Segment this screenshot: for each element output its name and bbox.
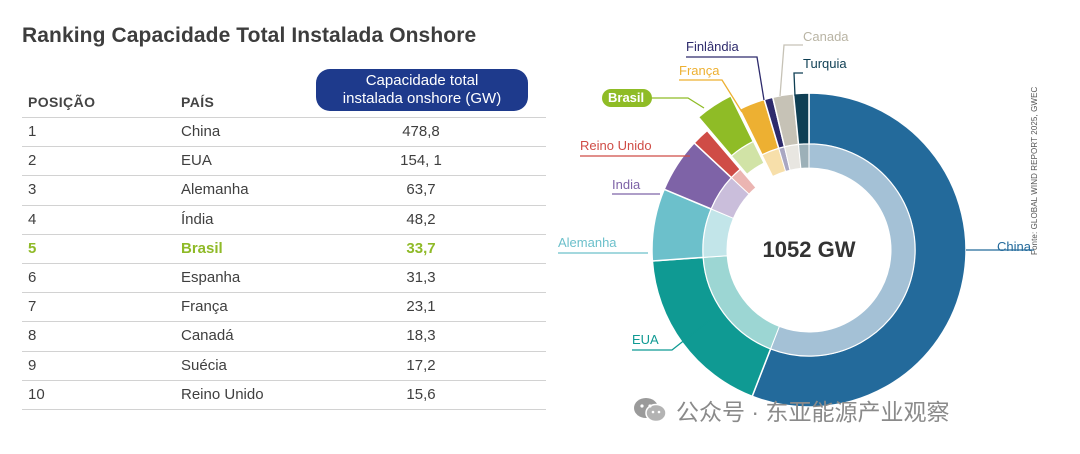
slice-label-brasil: Brasil — [608, 90, 644, 105]
header-capacidade-pill: Capacidade total instalada onshore (GW) — [316, 69, 528, 111]
slice-reino-unido — [693, 129, 757, 195]
slice-label-india: India — [612, 177, 641, 192]
cell-pais: Índia — [181, 210, 214, 228]
table-row: 3 Alemanha 63,7 — [22, 175, 546, 204]
cell-valor: 18,3 — [406, 327, 436, 345]
cell-posicao: 7 — [28, 298, 37, 316]
slice-labels: China EUA Alemanha India Reino Unido Brasil Fr… — [558, 29, 1032, 347]
slice-label-finl-ndia: Finlândia — [686, 39, 740, 54]
slice-inner-china — [769, 143, 916, 357]
cell-pais: França — [181, 298, 228, 316]
slice-india — [663, 141, 750, 219]
slice-inner-brasil — [730, 140, 765, 175]
leader-line-canada — [779, 44, 803, 97]
slice-label-reino-unido: Reino Unido — [580, 138, 652, 153]
cell-posicao: 10 — [28, 385, 45, 403]
cell-posicao: 3 — [28, 181, 37, 199]
leader-line-finl-ndia — [686, 56, 765, 101]
cell-pais: China — [181, 123, 221, 140]
header-capacidade-line2: instalada onshore (GW) — [342, 90, 502, 107]
slice-label-canada: Canada — [803, 29, 849, 44]
cell-pais: EUA — [181, 152, 212, 170]
slice-inner-tint-eua — [703, 255, 780, 349]
slice-eua — [651, 255, 780, 398]
cell-pais: Reino Unido — [181, 385, 264, 403]
slice-inner-tint-brasil — [731, 141, 764, 175]
cell-posicao: 2 — [28, 152, 37, 170]
slice-china — [751, 92, 967, 408]
cell-posicao: 6 — [28, 268, 37, 286]
watermark-text: 公众号 · 东亚能源产业观察 — [676, 399, 950, 425]
header-pais: PAÍS — [181, 94, 215, 110]
slice-label-eua: EUA — [632, 332, 659, 347]
cell-valor: 478,8 — [402, 123, 440, 140]
header-posicao: POSIÇÃO — [28, 94, 96, 110]
slice-inner-tint-alemanha — [703, 208, 734, 258]
cell-pais: Suécia — [181, 356, 227, 374]
slice-inner-tint-china — [770, 144, 915, 356]
leader-line-brasil — [648, 97, 705, 109]
table-row: 9 Suécia 17,2 — [22, 350, 546, 380]
slice-label-alemanha: Alemanha — [558, 235, 617, 250]
slice-inner-tint-fran-a — [762, 148, 786, 177]
cell-valor: 154, 1 — [400, 152, 442, 170]
slice-inner-tint-india — [711, 177, 750, 219]
cell-posicao: 4 — [28, 210, 37, 228]
slice-canada — [771, 92, 802, 171]
table-row: 6 Espanha 31,3 — [22, 262, 546, 292]
leader-line-turquia — [793, 72, 803, 97]
slice-label-turquia: Turquia — [803, 56, 847, 71]
slice-turquia — [792, 92, 810, 169]
cell-pais: Brasil — [181, 239, 223, 257]
slice-inner-tint-canada — [784, 144, 801, 171]
ranking-table: 1 China 478,8 2 EUA 154, 1 3 Alemanha 63,7 4 Ín… — [22, 117, 546, 410]
cell-valor: 31,3 — [406, 268, 436, 286]
label-leader-lines — [558, 44, 1034, 351]
cell-posicao: 9 — [28, 356, 37, 374]
cell-pais: Canadá — [181, 327, 234, 345]
cell-valor: 33,7 — [406, 239, 436, 257]
cell-valor: 23,1 — [406, 298, 436, 316]
slice-inner-tint-finl-ndia — [778, 146, 791, 172]
slice-inner-tint-reino-unido — [731, 169, 756, 195]
donut-slices — [651, 92, 967, 408]
slice-label-fran-a: França — [679, 63, 720, 78]
center-total-label: 1052 GW — [763, 237, 856, 262]
leader-line-eua — [632, 319, 711, 351]
slice-brasil — [697, 94, 765, 175]
table-row-highlighted: 5 Brasil 33,7 — [22, 233, 546, 263]
cell-posicao: 1 — [28, 123, 37, 140]
highlight-pill-brasil — [602, 89, 652, 107]
table-row: 7 França 23,1 — [22, 292, 546, 321]
cell-posicao: 8 — [28, 327, 37, 345]
cell-posicao: 5 — [28, 239, 37, 257]
source-note: Fonte: GLOBAL WIND REPORT 2025, GWEC — [1030, 86, 1039, 255]
cell-valor: 48,2 — [406, 210, 436, 228]
cell-valor: 17,2 — [406, 356, 436, 374]
table-row: 8 Canadá 18,3 — [22, 321, 546, 350]
watermark: 公众号 · 东亚能源产业观察 — [632, 393, 949, 427]
table-row: 1 China 478,8 — [22, 117, 546, 146]
chart-title: Ranking Capacidade Total Instalada Onsho… — [22, 24, 477, 47]
slice-inner-tint-turquia — [798, 144, 809, 169]
slice-label-china: China — [997, 239, 1032, 254]
cell-pais: Alemanha — [181, 181, 249, 199]
slice-inner-reino-unido — [730, 168, 757, 195]
cell-pais: Espanha — [181, 268, 241, 286]
table-row: 10 Reino Unido 15,6 — [22, 379, 546, 410]
header-capacidade-line1: Capacidade total — [365, 72, 479, 89]
slice-inner-turquia — [797, 143, 810, 169]
wechat-icon — [634, 398, 667, 423]
table-row: 4 Índia 48,2 — [22, 204, 546, 234]
cell-valor: 63,7 — [406, 181, 436, 199]
leader-line-fran-a — [679, 79, 743, 113]
table-row: 2 EUA 154, 1 — [22, 146, 546, 175]
cell-valor: 15,6 — [406, 385, 436, 403]
